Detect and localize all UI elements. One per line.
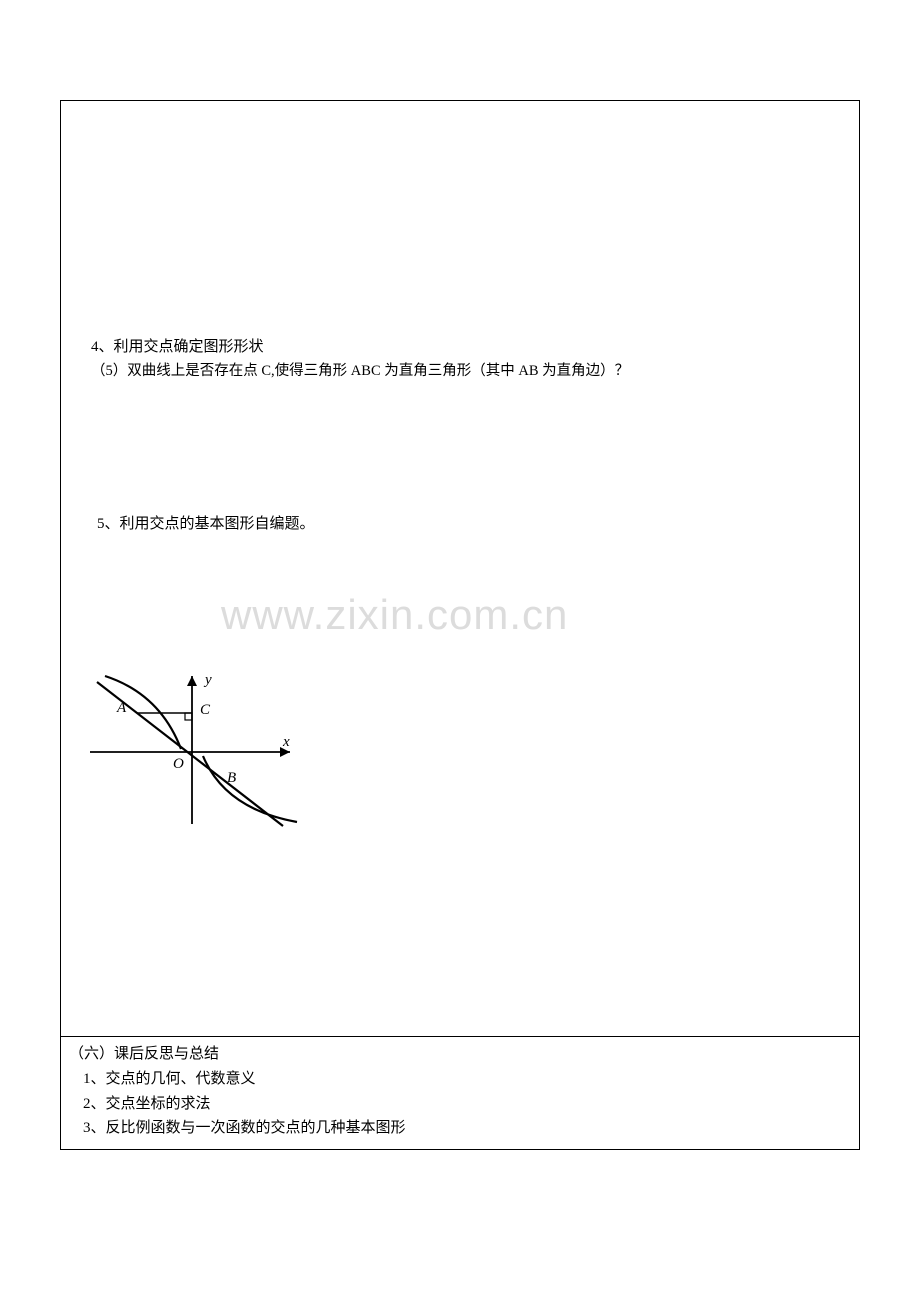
hyperbola-right (203, 756, 297, 822)
right-angle-marker (185, 713, 192, 720)
section-5: 5、利用交点的基本图形自编题。 (97, 513, 315, 536)
label-B: B (227, 770, 236, 786)
label-C: C (200, 702, 211, 718)
section-4: 4、利用交点确定图形形状 （5）双曲线上是否存在点 C,使得三角形 ABC 为直… (91, 336, 629, 382)
section-6: （六）课后反思与总结 1、交点的几何、代数意义 2、交点坐标的求法 3、反比例函… (69, 1043, 406, 1141)
graph-container: y x O A C B (85, 654, 307, 840)
label-x: x (282, 734, 290, 750)
watermark-text: www.zixin.com.cn (221, 591, 568, 639)
section-5-title: 5、利用交点的基本图形自编题。 (97, 513, 315, 536)
section-6-heading: （六）课后反思与总结 (69, 1043, 406, 1066)
section-divider (61, 1036, 859, 1037)
label-A: A (116, 700, 127, 716)
section-6-item: 1、交点的几何、代数意义 (69, 1068, 406, 1091)
label-O: O (173, 756, 184, 772)
section-6-item: 3、反比例函数与一次函数的交点的几种基本图形 (69, 1117, 406, 1140)
label-y: y (203, 672, 212, 688)
section-4-title: 4、利用交点确定图形形状 (91, 336, 629, 359)
section-4-subitem: （5）双曲线上是否存在点 C,使得三角形 ABC 为直角三角形（其中 AB 为直… (91, 361, 629, 383)
page-frame: 4、利用交点确定图形形状 （5）双曲线上是否存在点 C,使得三角形 ABC 为直… (60, 100, 860, 1150)
y-axis-arrow (187, 676, 197, 686)
function-graph: y x O A C B (85, 654, 307, 840)
section-6-item: 2、交点坐标的求法 (69, 1093, 406, 1116)
